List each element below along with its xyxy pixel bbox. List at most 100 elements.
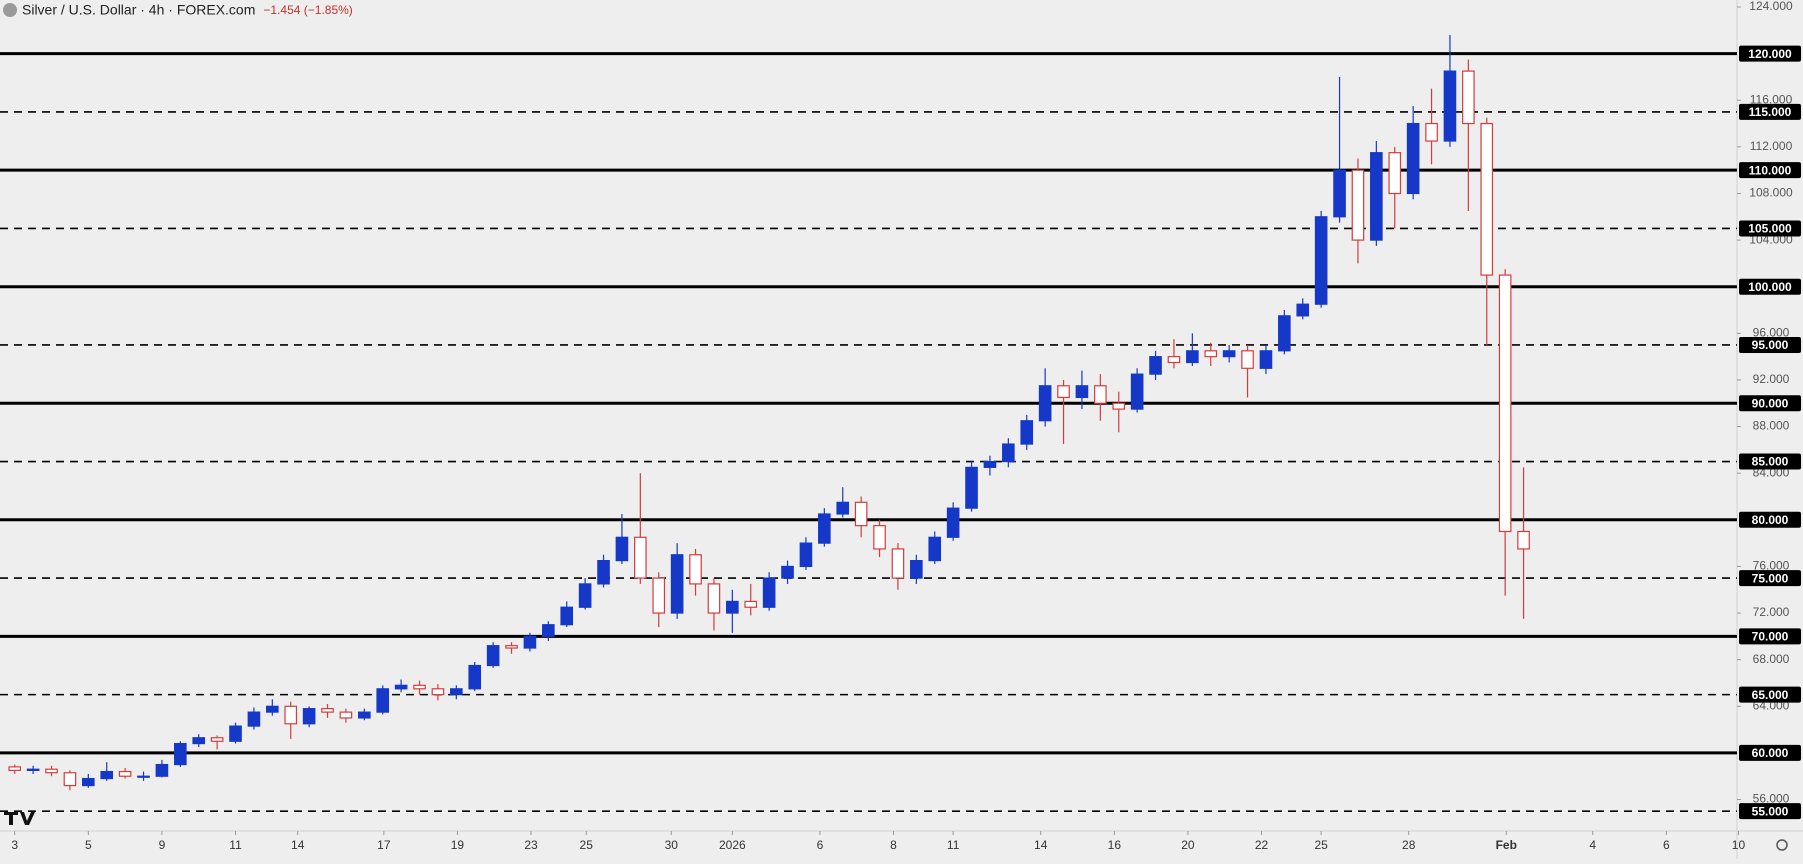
candle-body: [247, 711, 261, 727]
symbol-icon: [3, 3, 17, 17]
level-label: 95.000: [1752, 338, 1789, 352]
candle-body: [1130, 373, 1144, 410]
candle-body: [1186, 350, 1199, 364]
candle-body: [1462, 70, 1475, 125]
x-tick-label: 30: [665, 838, 679, 852]
candle-body: [45, 768, 58, 774]
candle-body: [1112, 402, 1126, 410]
y-tick-label: 72.000: [1753, 605, 1790, 619]
chart-title: Silver / U.S. Dollar · 4h · FOREX.com: [22, 2, 255, 18]
candle-body: [26, 768, 40, 771]
settings-icon[interactable]: [1776, 839, 1788, 851]
level-label-box: [1739, 45, 1801, 62]
level-label: 110.000: [1749, 163, 1792, 177]
candle-body: [983, 460, 997, 468]
candle-body: [413, 684, 426, 690]
candle-body: [891, 548, 905, 579]
candle-body: [210, 737, 224, 742]
y-tick-label: 76.000: [1753, 559, 1790, 573]
candle-body: [1314, 216, 1328, 305]
x-tick-label: 14: [1034, 838, 1048, 852]
candle-body: [1259, 350, 1273, 369]
candle-body: [1480, 122, 1494, 276]
x-tick-label: 20: [1181, 838, 1195, 852]
level-label: 70.000: [1752, 630, 1789, 644]
candle-body: [615, 536, 629, 562]
candle-body: [1296, 303, 1310, 317]
level-label-box: [1739, 686, 1801, 703]
y-tick-label: 68.000: [1753, 652, 1790, 666]
x-tick-label: 2026: [719, 838, 746, 852]
price-change: −1.454 (−1.85%): [263, 3, 352, 17]
candle-body: [63, 772, 77, 787]
candle-body: [1204, 350, 1218, 358]
candle-body: [431, 688, 445, 696]
candle-body: [376, 688, 390, 713]
candle-body: [1425, 122, 1438, 142]
x-tick-label: 4: [1589, 838, 1596, 852]
candle-body: [468, 664, 482, 690]
x-tick-label: 17: [377, 838, 391, 852]
level-label: 120.000: [1748, 47, 1792, 61]
x-tick-label: 5: [85, 838, 92, 852]
level-label-box: [1739, 744, 1801, 761]
level-label-box: [1739, 220, 1801, 237]
candle-body: [229, 725, 242, 742]
x-tick-label: 10: [1732, 838, 1746, 852]
candle-body: [836, 501, 850, 515]
candle-body: [1333, 169, 1346, 218]
x-tick-label: 16: [1108, 838, 1122, 852]
candle-body: [1057, 385, 1070, 399]
candle-body: [597, 560, 610, 585]
x-tick-label: 3: [11, 838, 18, 852]
x-tick-label: 6: [817, 838, 824, 852]
level-label-box: [1739, 803, 1801, 820]
level-label-box: [1739, 511, 1801, 528]
level-label: 75.000: [1752, 571, 1789, 585]
candle-body: [394, 684, 408, 690]
candle-body: [799, 542, 813, 568]
level-label-box: [1739, 453, 1801, 470]
level-label: 60.000: [1752, 746, 1789, 760]
y-tick-label: 96.000: [1753, 326, 1790, 340]
candle-body: [302, 708, 316, 725]
candle-body: [1406, 122, 1420, 195]
y-tick-label: 108.000: [1749, 186, 1793, 200]
level-label: 90.000: [1752, 396, 1789, 410]
level-label: 100.000: [1748, 280, 1792, 294]
candle-body: [1149, 356, 1162, 375]
candle-body: [1498, 274, 1512, 533]
level-label: 105.000: [1748, 222, 1792, 236]
candle-body: [1517, 530, 1530, 550]
candle-body: [1443, 70, 1457, 142]
candle-body: [854, 501, 868, 527]
candle-body: [965, 466, 978, 509]
candle-body: [1370, 152, 1383, 241]
candle-body: [8, 766, 22, 771]
candle-body: [1167, 356, 1181, 364]
candle-body: [1241, 350, 1254, 369]
level-label: 80.000: [1752, 513, 1789, 527]
y-tick-label: 124.000: [1749, 0, 1793, 13]
candle-body: [137, 775, 150, 778]
candle-body: [486, 645, 500, 667]
candle-body: [652, 577, 666, 614]
candle-body: [284, 705, 298, 725]
x-tick-label: 9: [159, 838, 166, 852]
candle-body: [1388, 152, 1402, 195]
candle-body: [781, 565, 794, 579]
candle-body: [174, 742, 187, 766]
x-tick-label: 19: [451, 838, 465, 852]
candle-body: [1351, 169, 1365, 241]
x-tick-label: 25: [1314, 838, 1328, 852]
candle-body: [523, 635, 537, 649]
x-tick-label: 22: [1255, 838, 1269, 852]
level-label-box: [1739, 395, 1801, 412]
candle-body: [505, 645, 518, 649]
x-tick-label: 6: [1663, 838, 1670, 852]
y-tick-label: 112.000: [1750, 139, 1793, 153]
level-label-box: [1739, 336, 1801, 353]
candle-body: [634, 536, 647, 579]
